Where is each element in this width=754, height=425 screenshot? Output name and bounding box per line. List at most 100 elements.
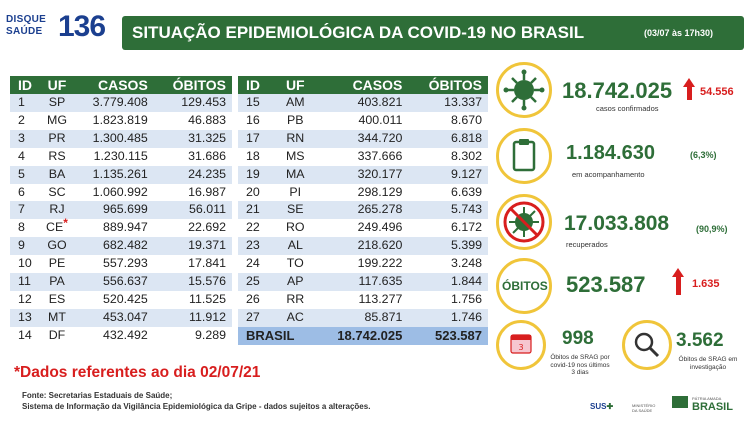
cell-uf: PI [276, 183, 314, 202]
cell-casos: 218.620 [313, 237, 409, 256]
table-row: 11 PA 556.637 15.576 [10, 273, 232, 291]
cell-id-text: 21 [246, 202, 260, 217]
sus-logo: SUS✚ [590, 402, 614, 411]
cell-casos: 400.011 [313, 111, 409, 130]
table-row: 17 RN 344.720 6.818 [238, 129, 488, 148]
recovered-circle [496, 194, 552, 250]
cell-obitos: 31.686 [153, 147, 232, 166]
brazil-flag-icon [672, 396, 688, 408]
cell-id-text: 4 [18, 148, 25, 163]
monitoring-label: em acompanhamento [572, 170, 645, 179]
cell-obitos-text: 6.818 [450, 130, 482, 145]
cell-casos-text: 432.492 [103, 327, 148, 342]
cell-id: 3 [10, 129, 41, 148]
table-row: 3 PR 1.300.485 31.325 [10, 129, 232, 148]
cell-casos-text: 337.666 [357, 148, 403, 163]
cell-uf-text: DF [48, 327, 66, 342]
cell-id-text: 11 [18, 274, 31, 289]
cell-uf-text: SE [287, 202, 304, 217]
cell-uf-text: AC [286, 309, 304, 324]
cell-id-text: 24 [246, 256, 260, 271]
cell-obitos-text: 31.325 [188, 130, 226, 145]
cell-obitos-text: 56.011 [189, 202, 226, 217]
cell-casos: 403.821 [313, 94, 409, 112]
cell-casos: 682.482 [73, 237, 154, 256]
cell-uf-text: TO [286, 256, 304, 271]
cell-uf-text: RN [286, 130, 305, 145]
cell-uf: MA [276, 165, 314, 184]
cell-id-text: 27 [246, 309, 260, 324]
source-line-2: Sistema de Informação da Vigilância Epid… [22, 402, 371, 411]
cell-casos: 520.425 [73, 290, 154, 309]
table-row: 14 DF 432.492 9.289 [10, 326, 232, 345]
cell-id: 10 [10, 255, 41, 274]
srag-label-line-2: covid-19 nos últimos [550, 361, 610, 369]
cell-uf: PR [40, 129, 74, 148]
cell-casos-text: 400.011 [358, 112, 403, 127]
cell-uf-text: GO [47, 238, 67, 253]
cell-obitos: 5.743 [408, 201, 488, 220]
cell-casos-text: 1.823.819 [92, 112, 148, 127]
col-header-uf: UF [276, 76, 314, 94]
cell-uf: RO [276, 219, 314, 238]
source-line-1: Fonte: Secretarias Estaduais de Saúde; [22, 391, 173, 400]
cell-obitos-text: 24.235 [188, 166, 226, 181]
cell-id: 24 [238, 255, 277, 274]
source-text: Fonte: Secretarias Estaduais de Saúde; S… [22, 390, 370, 412]
cell-uf: RR [276, 290, 314, 309]
cell-uf: AL [276, 237, 314, 256]
table-row: 4 RS 1.230.115 31.686 [10, 147, 232, 166]
cell-uf-text: AP [287, 274, 304, 289]
cell-id: 14 [10, 326, 41, 345]
cell-obitos-text: 13.337 [444, 95, 482, 109]
cell-uf: AC [276, 308, 314, 327]
cell-id: 5 [10, 165, 41, 184]
deaths-arrow-icon [672, 268, 684, 277]
cell-obitos-text: 1.844 [450, 274, 482, 289]
cell-uf-text: MS [285, 148, 305, 163]
srag-circle: 3 [496, 320, 546, 370]
cell-obitos-text: 19.371 [188, 238, 226, 253]
cell-id-text: 1 [18, 95, 25, 109]
cell-casos: 432.492 [73, 326, 154, 345]
srag-label-line-3: 3 dias [571, 369, 589, 376]
cell-uf-text: CE [46, 220, 64, 235]
confirmed-arrow-stem [686, 87, 692, 100]
cell-obitos: 8.670 [408, 111, 488, 130]
cell-id-text: 25 [246, 274, 260, 289]
total-row: BRASIL 18.742.025 523.587 [238, 326, 488, 345]
investigation-value: 3.562 [676, 330, 724, 351]
cell-casos: 298.129 [313, 183, 409, 202]
cell-obitos-text: 1.746 [450, 309, 482, 324]
cell-uf: PA [40, 273, 74, 291]
cell-uf: BA [40, 165, 74, 184]
cell-obitos-text: 129.453 [181, 95, 226, 109]
cell-uf: ES [40, 290, 74, 309]
monitoring-pct: (6,3%) [690, 150, 717, 160]
cell-obitos-text: 5.399 [450, 238, 482, 253]
cell-id: 26 [238, 290, 277, 309]
cell-id: 17 [238, 129, 277, 148]
confirmed-value: 18.742.025 [562, 78, 673, 103]
srag-value: 998 [562, 328, 594, 349]
table-row: 13 MT 453.047 11.912 [10, 308, 232, 327]
cell-uf: TO [276, 255, 314, 274]
confirmed-circle [496, 62, 552, 118]
table-row: 1 SP 3.779.408 129.453 [10, 94, 232, 112]
srag-label: Óbitos de SRAG por covid-19 nos últimos … [542, 354, 618, 377]
table-row: 15 AM 403.821 13.337 [238, 94, 488, 112]
col-header-uf: UF [40, 76, 74, 94]
table-row: 6 SC 1.060.992 16.987 [10, 183, 232, 202]
cell-uf: RS [40, 147, 74, 166]
cell-casos: 3.779.408 [73, 94, 154, 112]
cell-id-text: 20 [246, 184, 260, 199]
cell-obitos-text: 1.756 [450, 291, 482, 306]
col-header-casos: CASOS [73, 76, 154, 94]
cell-uf: MT [40, 308, 74, 327]
cell-casos-text: 556.637 [103, 274, 148, 289]
cell-uf: RN [276, 129, 314, 148]
cell-casos: 117.635 [313, 273, 409, 291]
cell-obitos: 11.525 [153, 290, 232, 309]
cell-obitos: 1.756 [408, 290, 488, 309]
cell-id-text: 16 [246, 112, 260, 127]
